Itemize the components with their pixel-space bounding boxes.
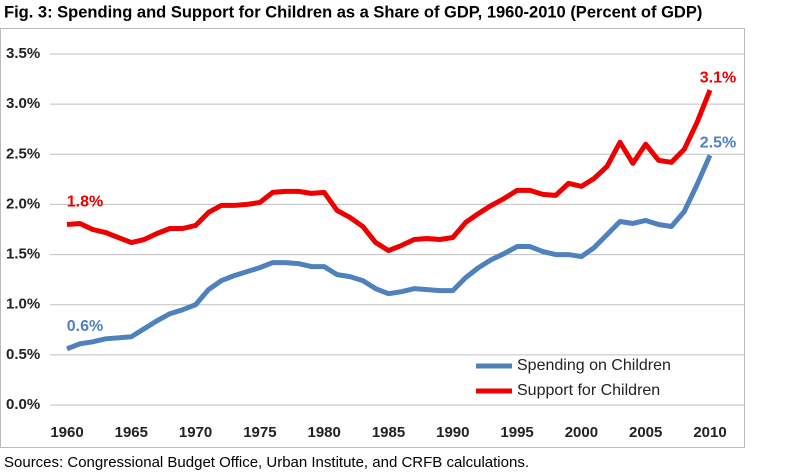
data-label: 2.5% — [700, 135, 736, 152]
x-tick-label: 1965 — [115, 424, 148, 441]
chart-title: Fig. 3: Spending and Support for Childre… — [4, 3, 702, 21]
data-label: 1.8% — [67, 194, 103, 211]
y-tick-label: 0.0% — [6, 396, 40, 413]
legend-label: Support for Children — [517, 382, 660, 399]
x-tick-label: 1995 — [500, 424, 533, 441]
x-tick-label: 1980 — [308, 424, 341, 441]
data-label: 0.6% — [67, 318, 103, 335]
x-tick-label: 1970 — [179, 424, 212, 441]
y-tick-label: 0.5% — [6, 346, 40, 363]
y-tick-label: 3.5% — [6, 45, 40, 62]
x-tick-label: 1960 — [50, 424, 83, 441]
source-note: Sources: Congressional Budget Office, Ur… — [4, 454, 529, 471]
x-tick-label: 2010 — [693, 424, 726, 441]
y-tick-label: 1.0% — [6, 296, 40, 313]
x-tick-label: 1975 — [243, 424, 276, 441]
y-tick-label: 2.0% — [6, 195, 40, 212]
series-line — [66, 89, 713, 254]
x-tick-label: 1985 — [372, 424, 405, 441]
y-tick-label: 2.5% — [6, 145, 40, 162]
y-tick-label: 3.0% — [6, 95, 40, 112]
y-tick-label: 1.5% — [6, 246, 40, 263]
chart-frame — [0, 28, 745, 448]
x-tick-label: 1990 — [436, 424, 469, 441]
x-tick-label: 2000 — [565, 424, 598, 441]
data-label: 3.1% — [700, 69, 736, 86]
series-line — [66, 154, 713, 352]
legend-label: Spending on Children — [517, 357, 671, 374]
x-tick-label: 2005 — [629, 424, 662, 441]
